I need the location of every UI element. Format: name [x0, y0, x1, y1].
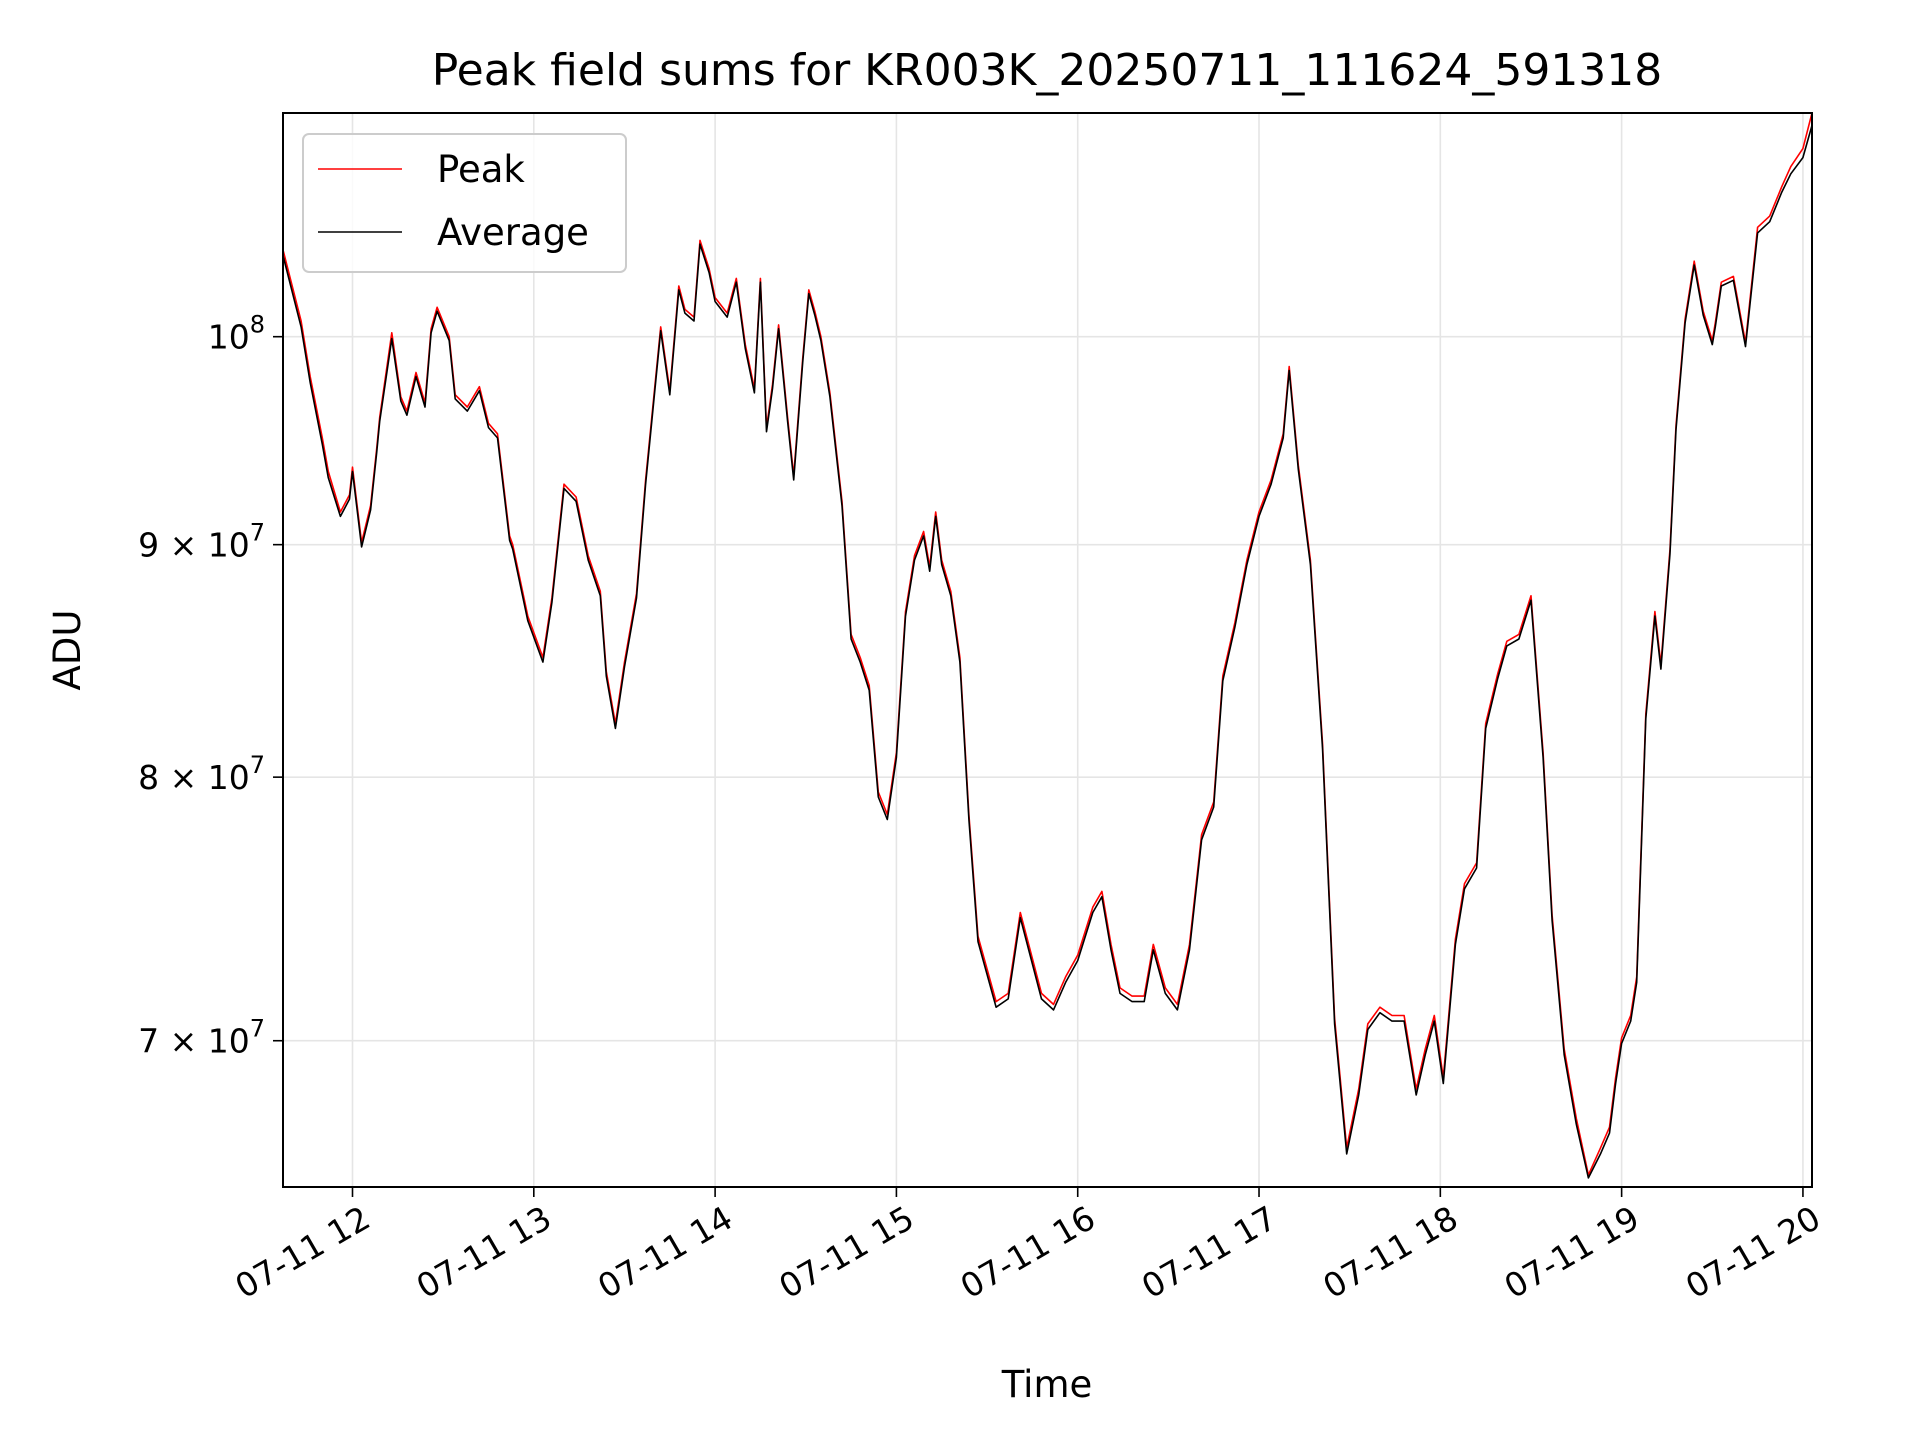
- y-tick-exponent: 7: [250, 519, 265, 547]
- plot-frame: [282, 112, 1813, 1188]
- y-tick-label: 108: [208, 311, 265, 357]
- series-line-average: [282, 125, 1813, 1179]
- legend: Peak Average: [302, 133, 627, 273]
- y-tick-exponent: 7: [250, 1015, 265, 1043]
- y-tick-label: 8 × 107: [138, 751, 265, 797]
- x-axis-label: Time: [1001, 1363, 1093, 1406]
- series-line-peak: [282, 112, 1813, 1176]
- y-axis-label: ADU: [46, 610, 89, 691]
- y-tick-exponent: 8: [250, 311, 265, 339]
- chart-title: Peak field sums for KR003K_20250711_1116…: [432, 45, 1663, 96]
- y-tick-label: 9 × 107: [138, 519, 265, 565]
- grid: [283, 113, 1812, 1187]
- series-layer: [282, 112, 1813, 1179]
- legend-label-peak: Peak: [437, 148, 525, 191]
- y-tick-exponent: 7: [250, 751, 265, 779]
- y-tick-mantissa: 10: [208, 318, 250, 357]
- y-tick-label: 7 × 107: [138, 1015, 265, 1061]
- y-tick-mantissa: 9 × 10: [138, 526, 250, 565]
- legend-label-average: Average: [437, 211, 589, 254]
- y-tick-mantissa: 8 × 10: [138, 758, 250, 797]
- y-tick-mantissa: 7 × 10: [138, 1022, 250, 1061]
